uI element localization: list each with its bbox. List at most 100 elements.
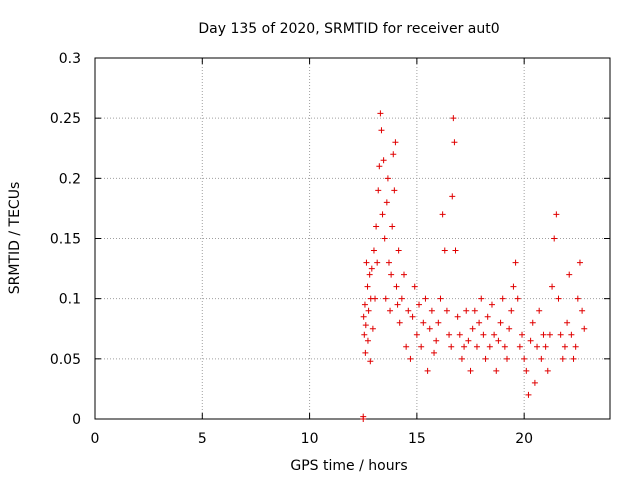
data-point xyxy=(383,199,390,206)
data-point xyxy=(385,259,392,266)
data-point xyxy=(364,283,371,290)
data-point xyxy=(416,301,423,308)
data-point xyxy=(366,271,373,278)
x-tick-label: 20 xyxy=(515,431,533,447)
y-tick-label: 0.05 xyxy=(50,352,81,368)
data-point xyxy=(452,247,459,254)
data-point xyxy=(540,331,547,338)
data-point xyxy=(531,379,538,386)
data-point xyxy=(527,337,534,344)
data-point xyxy=(380,157,387,164)
data-point xyxy=(413,331,420,338)
x-tick-label: 5 xyxy=(198,431,207,447)
data-point xyxy=(395,247,402,254)
data-point xyxy=(495,337,502,344)
data-point xyxy=(391,187,398,194)
data-point xyxy=(431,349,438,356)
data-point xyxy=(437,295,444,302)
data-point xyxy=(382,295,389,302)
data-point xyxy=(501,343,508,350)
data-point xyxy=(551,235,558,242)
data-point xyxy=(579,307,586,314)
y-tick-label: 0.1 xyxy=(59,292,81,308)
data-point xyxy=(398,295,405,302)
data-point xyxy=(467,367,474,374)
data-point xyxy=(471,307,478,314)
data-point xyxy=(581,325,588,332)
data-point xyxy=(375,187,382,194)
data-point xyxy=(373,223,380,230)
data-point xyxy=(396,319,403,326)
data-point xyxy=(365,307,372,314)
data-point xyxy=(433,337,440,344)
data-point xyxy=(461,343,468,350)
data-point xyxy=(536,307,543,314)
data-point xyxy=(512,259,519,266)
data-point xyxy=(368,265,375,272)
data-points xyxy=(360,110,588,422)
data-point xyxy=(473,343,480,350)
data-point xyxy=(450,115,457,122)
data-point xyxy=(369,325,376,332)
data-point xyxy=(568,331,575,338)
data-point xyxy=(363,259,370,266)
data-point xyxy=(458,355,465,362)
data-point xyxy=(376,163,383,170)
data-point xyxy=(478,295,485,302)
data-point xyxy=(454,313,461,320)
y-tick-label: 0.15 xyxy=(50,232,81,248)
data-point xyxy=(405,307,412,314)
data-point xyxy=(446,331,453,338)
data-point xyxy=(388,271,395,278)
plot-frame xyxy=(94,57,611,420)
data-point xyxy=(566,271,573,278)
data-point xyxy=(411,283,418,290)
data-point xyxy=(443,307,450,314)
data-point xyxy=(465,337,472,344)
data-point xyxy=(553,211,560,218)
data-point xyxy=(401,271,407,278)
data-point xyxy=(486,343,493,350)
data-point xyxy=(499,295,506,302)
data-point xyxy=(362,322,369,329)
data-point xyxy=(424,367,431,374)
data-point xyxy=(497,319,504,326)
data-point xyxy=(529,319,536,326)
data-point xyxy=(544,367,551,374)
axis-ticks: 0 5 10 15 20 0 0.05 0.1 0.15 0.2 0.25 0.3 xyxy=(50,51,610,447)
data-point xyxy=(393,283,400,290)
data-point xyxy=(542,343,549,350)
data-point xyxy=(480,331,487,338)
data-point xyxy=(441,247,448,254)
data-point xyxy=(449,193,456,200)
data-point xyxy=(392,139,399,146)
data-point xyxy=(439,211,446,218)
data-point xyxy=(387,307,394,314)
y-axis-title: SRMTID / TECUs xyxy=(7,182,23,295)
data-point xyxy=(463,307,470,314)
data-point xyxy=(390,151,397,158)
data-point xyxy=(521,355,528,362)
data-point xyxy=(360,413,367,420)
data-point xyxy=(506,325,513,332)
chart-title: Day 135 of 2020, SRMTID for receiver aut… xyxy=(198,21,499,37)
x-tick-label: 0 xyxy=(91,431,100,447)
data-point xyxy=(409,313,416,320)
data-point xyxy=(379,211,386,218)
data-point xyxy=(372,295,379,302)
data-point xyxy=(378,127,385,134)
data-point xyxy=(422,295,429,302)
data-point xyxy=(546,331,553,338)
data-point xyxy=(377,110,384,117)
data-point xyxy=(389,223,396,230)
data-point xyxy=(484,313,491,320)
data-point xyxy=(426,325,433,332)
data-point xyxy=(448,343,455,350)
data-point xyxy=(561,343,568,350)
data-point xyxy=(407,355,414,362)
data-point xyxy=(482,355,489,362)
data-point xyxy=(384,175,391,182)
x-tick-label: 10 xyxy=(301,431,319,447)
y-tick-label: 0.25 xyxy=(50,111,81,127)
